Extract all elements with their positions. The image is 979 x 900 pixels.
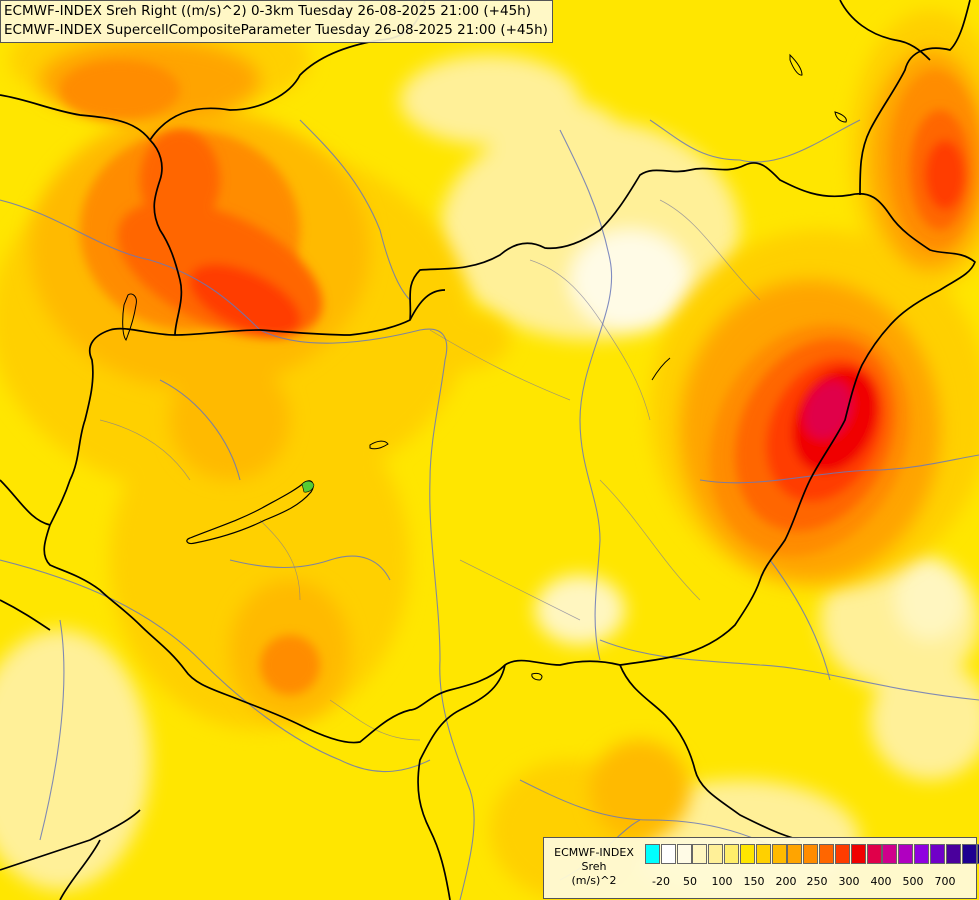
- legend-swatch: [692, 844, 708, 864]
- very-high-values-patches: [117, 110, 970, 532]
- color-legend: ECMWF-INDEX Sreh (m/s)^2 -20 50 100 150 200 2…: [543, 837, 979, 899]
- legend-tick-label: 700: [934, 875, 956, 888]
- map-title-box: ECMWF-INDEX Sreh Right ((m/s)^2) 0-3km T…: [0, 0, 553, 43]
- legend-swatch: [866, 844, 882, 864]
- legend-tick-label: -20: [652, 875, 670, 888]
- rivers: [0, 119, 979, 900]
- legend-tick-label: 500: [902, 875, 924, 888]
- legend-swatches: [645, 844, 979, 864]
- legend-swatch: [961, 844, 977, 864]
- legend-tick-label: 250: [806, 875, 828, 888]
- legend-swatch: [898, 844, 914, 864]
- legend-swatch: [819, 844, 835, 864]
- small-lakes: [122, 53, 847, 681]
- region-boundaries: [99, 199, 761, 741]
- legend-swatch: [645, 844, 660, 864]
- legend-swatch: [977, 844, 979, 864]
- legend-model-name: ECMWF-INDEX: [554, 846, 634, 859]
- legend-swatch: [755, 844, 771, 864]
- legend-tick-label: 400: [870, 875, 892, 888]
- legend-swatch: [739, 844, 755, 864]
- hungary-border: [43, 162, 976, 744]
- legend-tick-label: 150: [743, 875, 765, 888]
- legend-swatch: [834, 844, 850, 864]
- legend-swatch: [787, 844, 803, 864]
- legend-variable: Sreh: [581, 860, 607, 873]
- lake-balaton: [186, 480, 315, 545]
- legend-unit: (m/s)^2: [571, 874, 617, 887]
- legend-swatch: [929, 844, 945, 864]
- legend-tick-label: 200: [775, 875, 797, 888]
- title-line-2: ECMWF-INDEX SupercellCompositeParameter …: [4, 22, 548, 38]
- legend-tick-label: 300: [838, 875, 860, 888]
- legend-swatch: [660, 844, 676, 864]
- legend-swatch: [850, 844, 866, 864]
- legend-title: ECMWF-INDEX Sreh (m/s)^2: [548, 846, 640, 888]
- legend-swatch: [882, 844, 898, 864]
- legend-swatch: [676, 844, 692, 864]
- legend-swatch: [914, 844, 930, 864]
- legend-swatch: [724, 844, 740, 864]
- legend-tick-label: 100: [711, 875, 733, 888]
- legend-tick-label: 50: [683, 875, 697, 888]
- legend-tick-labels: -20 50 100 150 200 250 300 400 500 700: [645, 875, 975, 889]
- legend-swatch: [803, 844, 819, 864]
- legend-swatch: [708, 844, 724, 864]
- title-line-1: ECMWF-INDEX Sreh Right ((m/s)^2) 0-3km T…: [4, 3, 531, 19]
- legend-swatch: [945, 844, 961, 864]
- low-values-patches: [0, 55, 979, 900]
- legend-swatch: [771, 844, 787, 864]
